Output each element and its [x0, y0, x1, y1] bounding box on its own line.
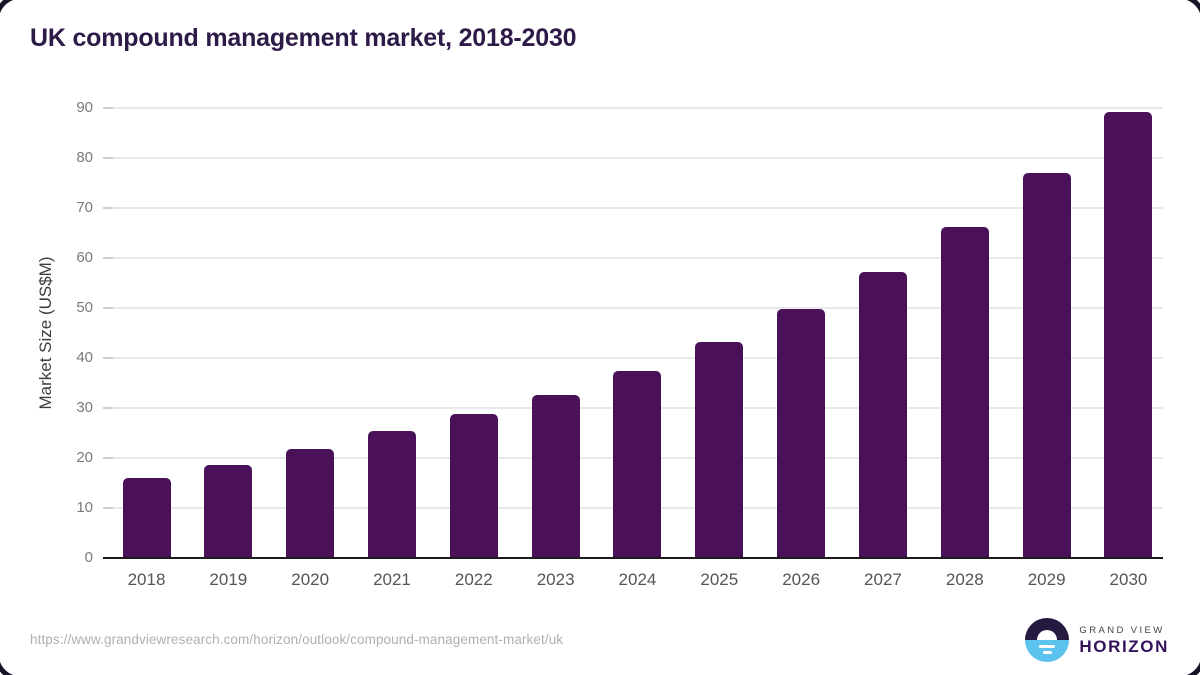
y-tick-label-10: 10 — [76, 499, 93, 516]
x-tick-label-2018: 2018 — [127, 570, 166, 589]
logo-reflection-bar — [1039, 644, 1056, 648]
y-axis-title: Market Size (US$M) — [36, 256, 55, 410]
logo-text: GRAND VIEW HORIZON — [1079, 624, 1169, 656]
logo-text-grand-view: GRAND VIEW — [1079, 625, 1165, 636]
y-tick-label-0: 0 — [84, 549, 93, 566]
x-tick-label-2027: 2027 — [864, 570, 902, 589]
gridline-80 — [103, 157, 1163, 159]
logo-reflection-bar — [1042, 650, 1052, 654]
y-tick-label-90: 90 — [76, 99, 93, 116]
gridline-40 — [103, 357, 1163, 359]
logo-sun-icon — [1037, 630, 1058, 640]
gridline-60 — [103, 257, 1163, 259]
bar-2030 — [1104, 111, 1153, 558]
y-tick-label-40: 40 — [76, 349, 93, 366]
logo-text-horizon: HORIZON — [1079, 637, 1169, 656]
x-tick-label-2020: 2020 — [291, 570, 330, 589]
bar-2023 — [531, 394, 580, 558]
y-tick-mark — [103, 257, 113, 259]
y-tick-mark — [103, 407, 113, 409]
y-tick-label-70: 70 — [76, 199, 93, 216]
bar-2025 — [695, 342, 744, 558]
bar-2029 — [1022, 172, 1071, 558]
gridline-90 — [103, 107, 1163, 109]
y-tick-label-20: 20 — [76, 449, 93, 466]
grand-view-horizon-logo-icon — [1025, 618, 1070, 662]
x-tick-label-2022: 2022 — [454, 570, 493, 589]
y-tick-mark — [103, 357, 113, 359]
gridline-50 — [103, 307, 1163, 309]
x-tick-label-2026: 2026 — [782, 570, 821, 589]
x-tick-label-2030: 2030 — [1109, 570, 1148, 589]
x-tick-label-2023: 2023 — [536, 570, 575, 589]
source-url: https://www.grandviewresearch.com/horizo… — [30, 632, 564, 647]
bar-2024 — [613, 370, 662, 558]
y-tick-mark — [103, 507, 113, 509]
bar-2021 — [367, 431, 416, 558]
plot-area: 0 10 20 30 40 50 60 70 80 90 2018 2019 2020 2021 2022 2… — [76, 99, 1163, 589]
y-tick-label-60: 60 — [76, 249, 93, 266]
y-tick-label-30: 30 — [76, 399, 93, 416]
y-tick-mark — [103, 107, 113, 109]
bar-2022 — [449, 414, 498, 558]
bar-2026 — [777, 309, 826, 558]
y-tick-mark — [103, 207, 113, 209]
x-tick-label-2025: 2025 — [700, 570, 739, 589]
x-tick-label-2029: 2029 — [1027, 570, 1066, 589]
bar-2027 — [858, 271, 907, 558]
x-axis-line — [103, 557, 1163, 559]
bar-2028 — [940, 226, 989, 558]
bar-2018 — [122, 478, 171, 558]
y-tick-mark — [103, 457, 113, 459]
y-tick-label-50: 50 — [76, 299, 93, 316]
brand-logo: GRAND VIEW HORIZON — [1025, 618, 1169, 662]
y-tick-mark — [103, 307, 113, 309]
bar-2020 — [286, 449, 335, 558]
y-tick-mark — [103, 157, 113, 159]
bar-2019 — [204, 465, 253, 558]
y-tick-label-80: 80 — [76, 149, 93, 166]
gridline-70 — [103, 207, 1163, 209]
x-tick-label-2024: 2024 — [618, 570, 657, 589]
chart-title: UK compound management market, 2018-2030 — [30, 24, 577, 52]
x-tick-label-2021: 2021 — [373, 570, 411, 589]
x-tick-label-2019: 2019 — [209, 570, 248, 589]
x-tick-label-2028: 2028 — [945, 570, 984, 589]
